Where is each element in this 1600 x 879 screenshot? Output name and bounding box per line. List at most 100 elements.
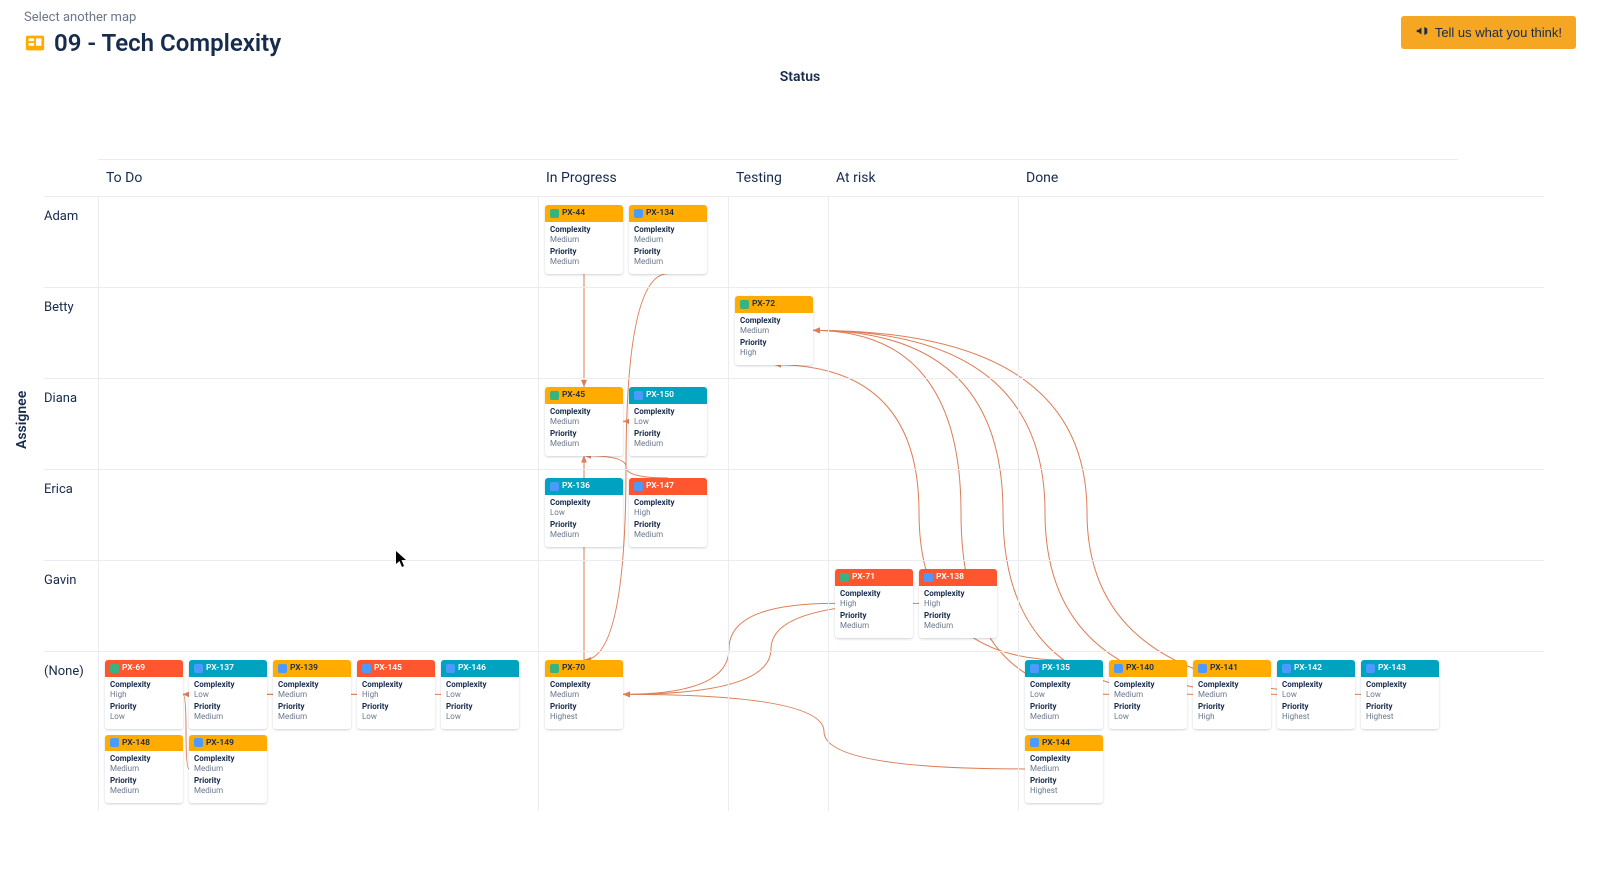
card-key: PX-143 [1378,663,1406,674]
cell-erica-done[interactable] [1018,470,1458,560]
row-adam: AdamPX-44ComplexityMediumPriorityMediumP… [44,196,1544,287]
cell-none-atrisk[interactable] [828,652,1018,811]
card-PX-140[interactable]: PX-140 ComplexityMediumPriorityLow [1109,660,1187,729]
card-key: PX-141 [1210,663,1238,674]
card-key: PX-135 [1042,663,1070,674]
task-icon [110,738,119,747]
card-PX-71[interactable]: PX-71ComplexityHighPriorityMedium [835,569,913,638]
card-PX-141[interactable]: PX-141ComplexityMediumPriorityHigh [1193,660,1271,729]
card-body: ComplexityLowPriorityHighest [1361,677,1439,729]
select-map-link[interactable]: Select another map [24,10,1576,25]
card-body: ComplexityHighPriorityLow [357,677,435,729]
card-PX-146[interactable]: PX-146ComplexityLowPriorityLow [441,660,519,729]
row-label-erica: Erica [44,470,98,560]
page-header: Select another map 09 - Tech Complexity … [0,0,1600,57]
card-body: ComplexityMediumPriorityMedium [189,751,267,803]
card-PX-142[interactable]: PX-142ComplexityLowPriorityHighest [1277,660,1355,729]
cell-none-done[interactable]: PX-135ComplexityLowPriorityMedium PX-140 C… [1018,652,1458,811]
cell-gavin-atrisk[interactable]: PX-71ComplexityHighPriorityMediumPX-138C… [828,561,1018,651]
card-PX-136[interactable]: PX-136ComplexityLowPriorityMedium [545,478,623,547]
card-PX-44[interactable]: PX-44ComplexityMediumPriorityMedium [545,205,623,274]
card-body: ComplexityMediumPriorityMedium [545,404,623,456]
task-icon [194,738,203,747]
card-PX-138[interactable]: PX-138ComplexityHighPriorityMedium [919,569,997,638]
column-header-inprogress[interactable]: In Progress [538,159,728,196]
cell-erica-inprogress[interactable]: PX-136ComplexityLowPriorityMediumPX-147C… [538,470,728,560]
card-PX-134[interactable]: PX-134ComplexityMediumPriorityMedium [629,205,707,274]
cell-erica-testing[interactable] [728,470,828,560]
card-key: PX-140 [1126,663,1154,674]
card-key: PX-142 [1294,663,1322,674]
card-PX-145[interactable]: PX-145 ComplexityHighPriorityLow [357,660,435,729]
column-header-testing[interactable]: Testing [728,159,828,196]
row-label-none: (None) [44,652,98,811]
card-PX-143[interactable]: PX-143 ComplexityLowPriorityHighest [1361,660,1439,729]
task-icon [194,664,203,673]
cell-adam-atrisk[interactable] [828,197,1018,287]
card-PX-69[interactable]: PX-69ComplexityHighPriorityLow [105,660,183,729]
cell-gavin-inprogress[interactable] [538,561,728,651]
cell-erica-atrisk[interactable] [828,470,1018,560]
task-icon [278,664,287,673]
column-header-atrisk[interactable]: At risk [828,159,1018,196]
cell-none-testing[interactable] [728,652,828,811]
cell-diana-todo[interactable] [98,379,538,469]
task-icon [550,482,559,491]
row-label-diana: Diana [44,379,98,469]
cell-betty-atrisk[interactable] [828,288,1018,378]
card-PX-135[interactable]: PX-135ComplexityLowPriorityMedium [1025,660,1103,729]
cell-betty-todo[interactable] [98,288,538,378]
card-PX-149[interactable]: PX-149ComplexityMediumPriorityMedium [189,735,267,804]
row-label-betty: Betty [44,288,98,378]
cell-betty-testing[interactable]: PX-72ComplexityMediumPriorityHigh [728,288,828,378]
card-key: PX-136 [562,481,590,492]
card-PX-148[interactable]: PX-148ComplexityMediumPriorityMedium [105,735,183,804]
card-key: PX-146 [458,663,486,674]
column-header-todo[interactable]: To Do [98,159,538,196]
card-key: PX-134 [646,208,674,219]
card-PX-72[interactable]: PX-72ComplexityMediumPriorityHigh [735,296,813,365]
row-label-adam: Adam [44,197,98,287]
card-key: PX-138 [936,572,964,583]
card-body: ComplexityMediumPriorityLow [1109,677,1187,729]
task-icon [1030,664,1039,673]
task-icon [1282,664,1291,673]
card-PX-45[interactable]: PX-45ComplexityMediumPriorityMedium [545,387,623,456]
card-PX-144[interactable]: PX-144ComplexityMediumPriorityHighest [1025,735,1103,804]
task-icon [1198,664,1207,673]
cell-diana-testing[interactable] [728,379,828,469]
task-icon [362,664,371,673]
story-icon [550,209,559,218]
cell-diana-done[interactable] [1018,379,1458,469]
feedback-button[interactable]: Tell us what you think! [1401,16,1576,49]
card-body: ComplexityMediumPriorityHigh [735,313,813,365]
card-key: PX-137 [206,663,234,674]
cell-adam-todo[interactable] [98,197,538,287]
cell-adam-inprogress[interactable]: PX-44ComplexityMediumPriorityMediumPX-13… [538,197,728,287]
card-key: PX-145 [374,663,402,674]
card-body: ComplexityMediumPriorityHighest [1025,751,1103,803]
story-icon [840,573,849,582]
card-PX-147[interactable]: PX-147ComplexityHighPriorityMedium [629,478,707,547]
cell-diana-atrisk[interactable] [828,379,1018,469]
card-PX-137[interactable]: PX-137ComplexityLowPriorityMedium [189,660,267,729]
cell-gavin-done[interactable] [1018,561,1458,651]
cell-adam-done[interactable] [1018,197,1458,287]
column-header-done[interactable]: Done [1018,159,1458,196]
card-PX-139[interactable]: PX-139ComplexityMediumPriorityMedium [273,660,351,729]
cell-betty-inprogress[interactable] [538,288,728,378]
cell-gavin-testing[interactable] [728,561,828,651]
card-body: ComplexityMediumPriorityMedium [273,677,351,729]
task-icon [634,482,643,491]
card-PX-70[interactable]: PX-70ComplexityMediumPriorityHighest [545,660,623,729]
cell-betty-done[interactable] [1018,288,1458,378]
task-icon [1366,664,1375,673]
cell-gavin-todo[interactable] [98,561,538,651]
card-PX-150[interactable]: PX-150ComplexityLowPriorityMedium [629,387,707,456]
cell-none-inprogress[interactable]: PX-70ComplexityMediumPriorityHighest [538,652,728,811]
cell-diana-inprogress[interactable]: PX-45ComplexityMediumPriorityMediumPX-15… [538,379,728,469]
cell-erica-todo[interactable] [98,470,538,560]
cell-none-todo[interactable]: PX-69ComplexityHighPriorityLowPX-137Comp… [98,652,538,811]
page-title: 09 - Tech Complexity [54,29,281,57]
cell-adam-testing[interactable] [728,197,828,287]
